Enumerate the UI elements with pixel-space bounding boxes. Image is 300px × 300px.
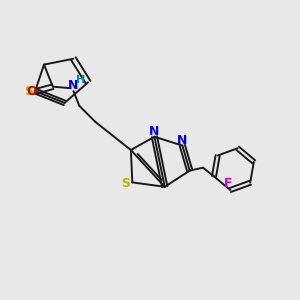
- Text: S: S: [24, 85, 33, 98]
- Text: N: N: [148, 125, 159, 138]
- Text: O: O: [26, 85, 37, 98]
- Text: S: S: [122, 177, 130, 190]
- Text: N: N: [68, 79, 78, 92]
- Text: F: F: [224, 177, 232, 190]
- Text: H: H: [76, 75, 86, 85]
- Text: N: N: [177, 134, 188, 147]
